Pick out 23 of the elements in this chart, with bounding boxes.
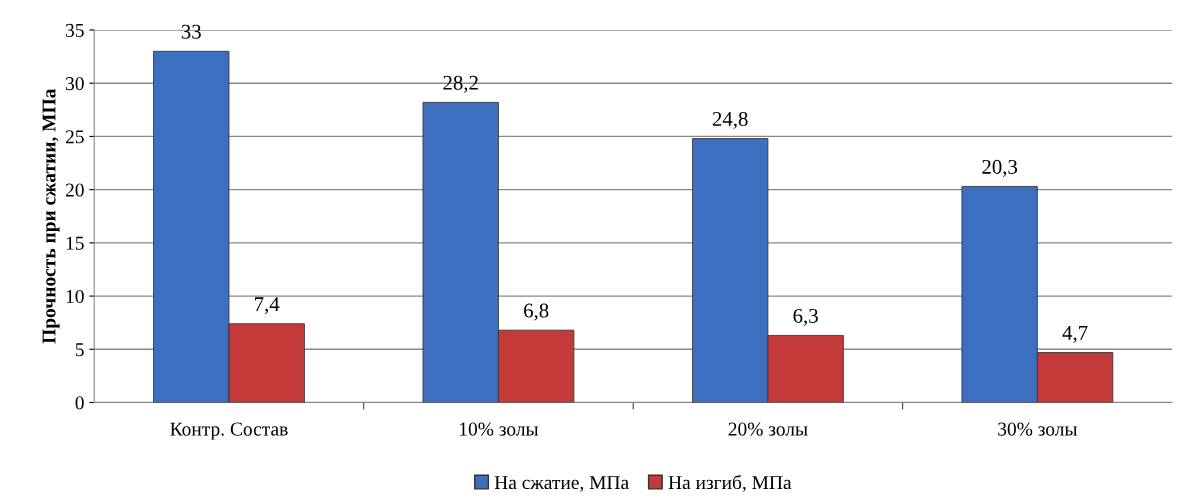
data-label: 4,7: [1062, 325, 1088, 343]
data-label: 20,3: [982, 159, 1018, 177]
data-label: 33: [181, 24, 201, 39]
y-tick-label: 5: [75, 343, 84, 357]
y-tick-label: 20: [65, 183, 84, 197]
legend-label: На изгиб, МПа: [668, 474, 792, 492]
y-tick-label: 25: [65, 130, 84, 144]
data-label: 7,4: [255, 297, 280, 315]
data-label: 28,2: [443, 75, 478, 93]
y-tick-label: 15: [66, 236, 84, 250]
y-axis-title: Прочность при сжатии, МПа: [42, 88, 60, 344]
x-tick-label: 20% золы: [728, 422, 808, 436]
y-tick-label: 10: [66, 289, 84, 304]
data-label: 6,3: [793, 308, 818, 326]
x-tick-label: 30% золы: [998, 422, 1078, 436]
x-tick-label: Контр. Состав: [170, 422, 288, 440]
legend-label: На сжатие, МПа: [494, 476, 629, 492]
y-tick-label: 35: [66, 23, 84, 37]
y-tick-label: 0: [75, 396, 84, 410]
x-tick-label: 10% золы: [460, 422, 539, 436]
data-label: 24,8: [712, 111, 748, 129]
data-label: 6,8: [524, 303, 549, 321]
y-tick-label: 30: [66, 77, 84, 91]
